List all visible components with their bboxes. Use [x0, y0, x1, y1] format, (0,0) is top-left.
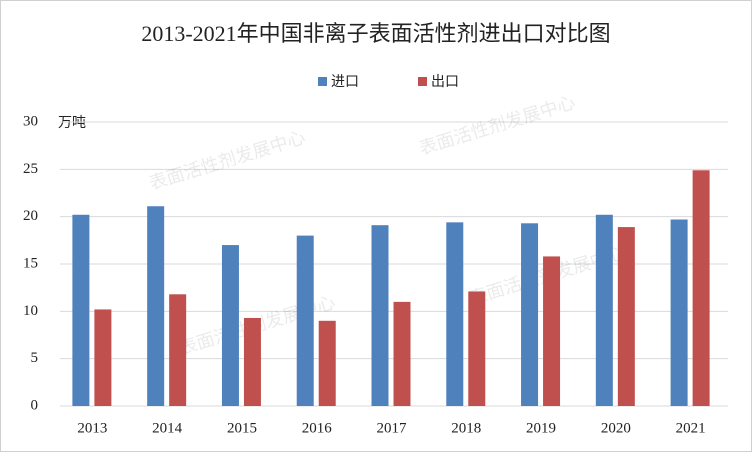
bar: [147, 206, 165, 406]
x-tick-label: 2017: [377, 420, 408, 436]
y-tick-label: 5: [31, 350, 39, 366]
legend-label: 出口: [431, 74, 459, 90]
bar: [543, 256, 561, 406]
x-tick-label: 2014: [152, 420, 183, 436]
bar: [243, 317, 261, 406]
bar: [521, 223, 539, 406]
y-tick-label: 15: [23, 255, 38, 271]
bar: [393, 301, 411, 406]
bar: [595, 214, 613, 406]
y-tick-label: 0: [31, 397, 39, 413]
bar: [617, 227, 635, 406]
x-tick-label: 2015: [227, 420, 257, 436]
bar: [94, 309, 112, 406]
x-tick-label: 2018: [451, 420, 481, 436]
bar: [371, 225, 389, 406]
bar: [221, 245, 239, 406]
y-tick-label: 20: [23, 208, 38, 224]
legend-swatch: [318, 77, 327, 86]
bar: [318, 320, 336, 406]
bar: [670, 219, 688, 406]
y-tick-label: 30: [23, 113, 38, 129]
bar: [468, 291, 486, 406]
y-unit: 万吨: [58, 115, 86, 131]
x-tick-label: 2020: [601, 420, 631, 436]
x-tick-label: 2019: [526, 420, 556, 436]
bar: [169, 294, 187, 406]
x-tick-label: 2021: [676, 420, 706, 436]
legend-swatch: [418, 77, 427, 86]
bar: [296, 235, 314, 406]
chart-title: 2013-2021年中国非离子表面活性剂进出口对比图: [141, 21, 610, 46]
y-tick-label: 25: [23, 161, 38, 177]
legend-label: 进口: [331, 74, 359, 90]
bar: [72, 214, 90, 406]
x-tick-label: 2013: [77, 420, 107, 436]
bar: [446, 222, 464, 406]
x-tick-label: 2016: [302, 420, 333, 436]
y-tick-label: 10: [23, 303, 38, 319]
bar: [692, 170, 710, 406]
